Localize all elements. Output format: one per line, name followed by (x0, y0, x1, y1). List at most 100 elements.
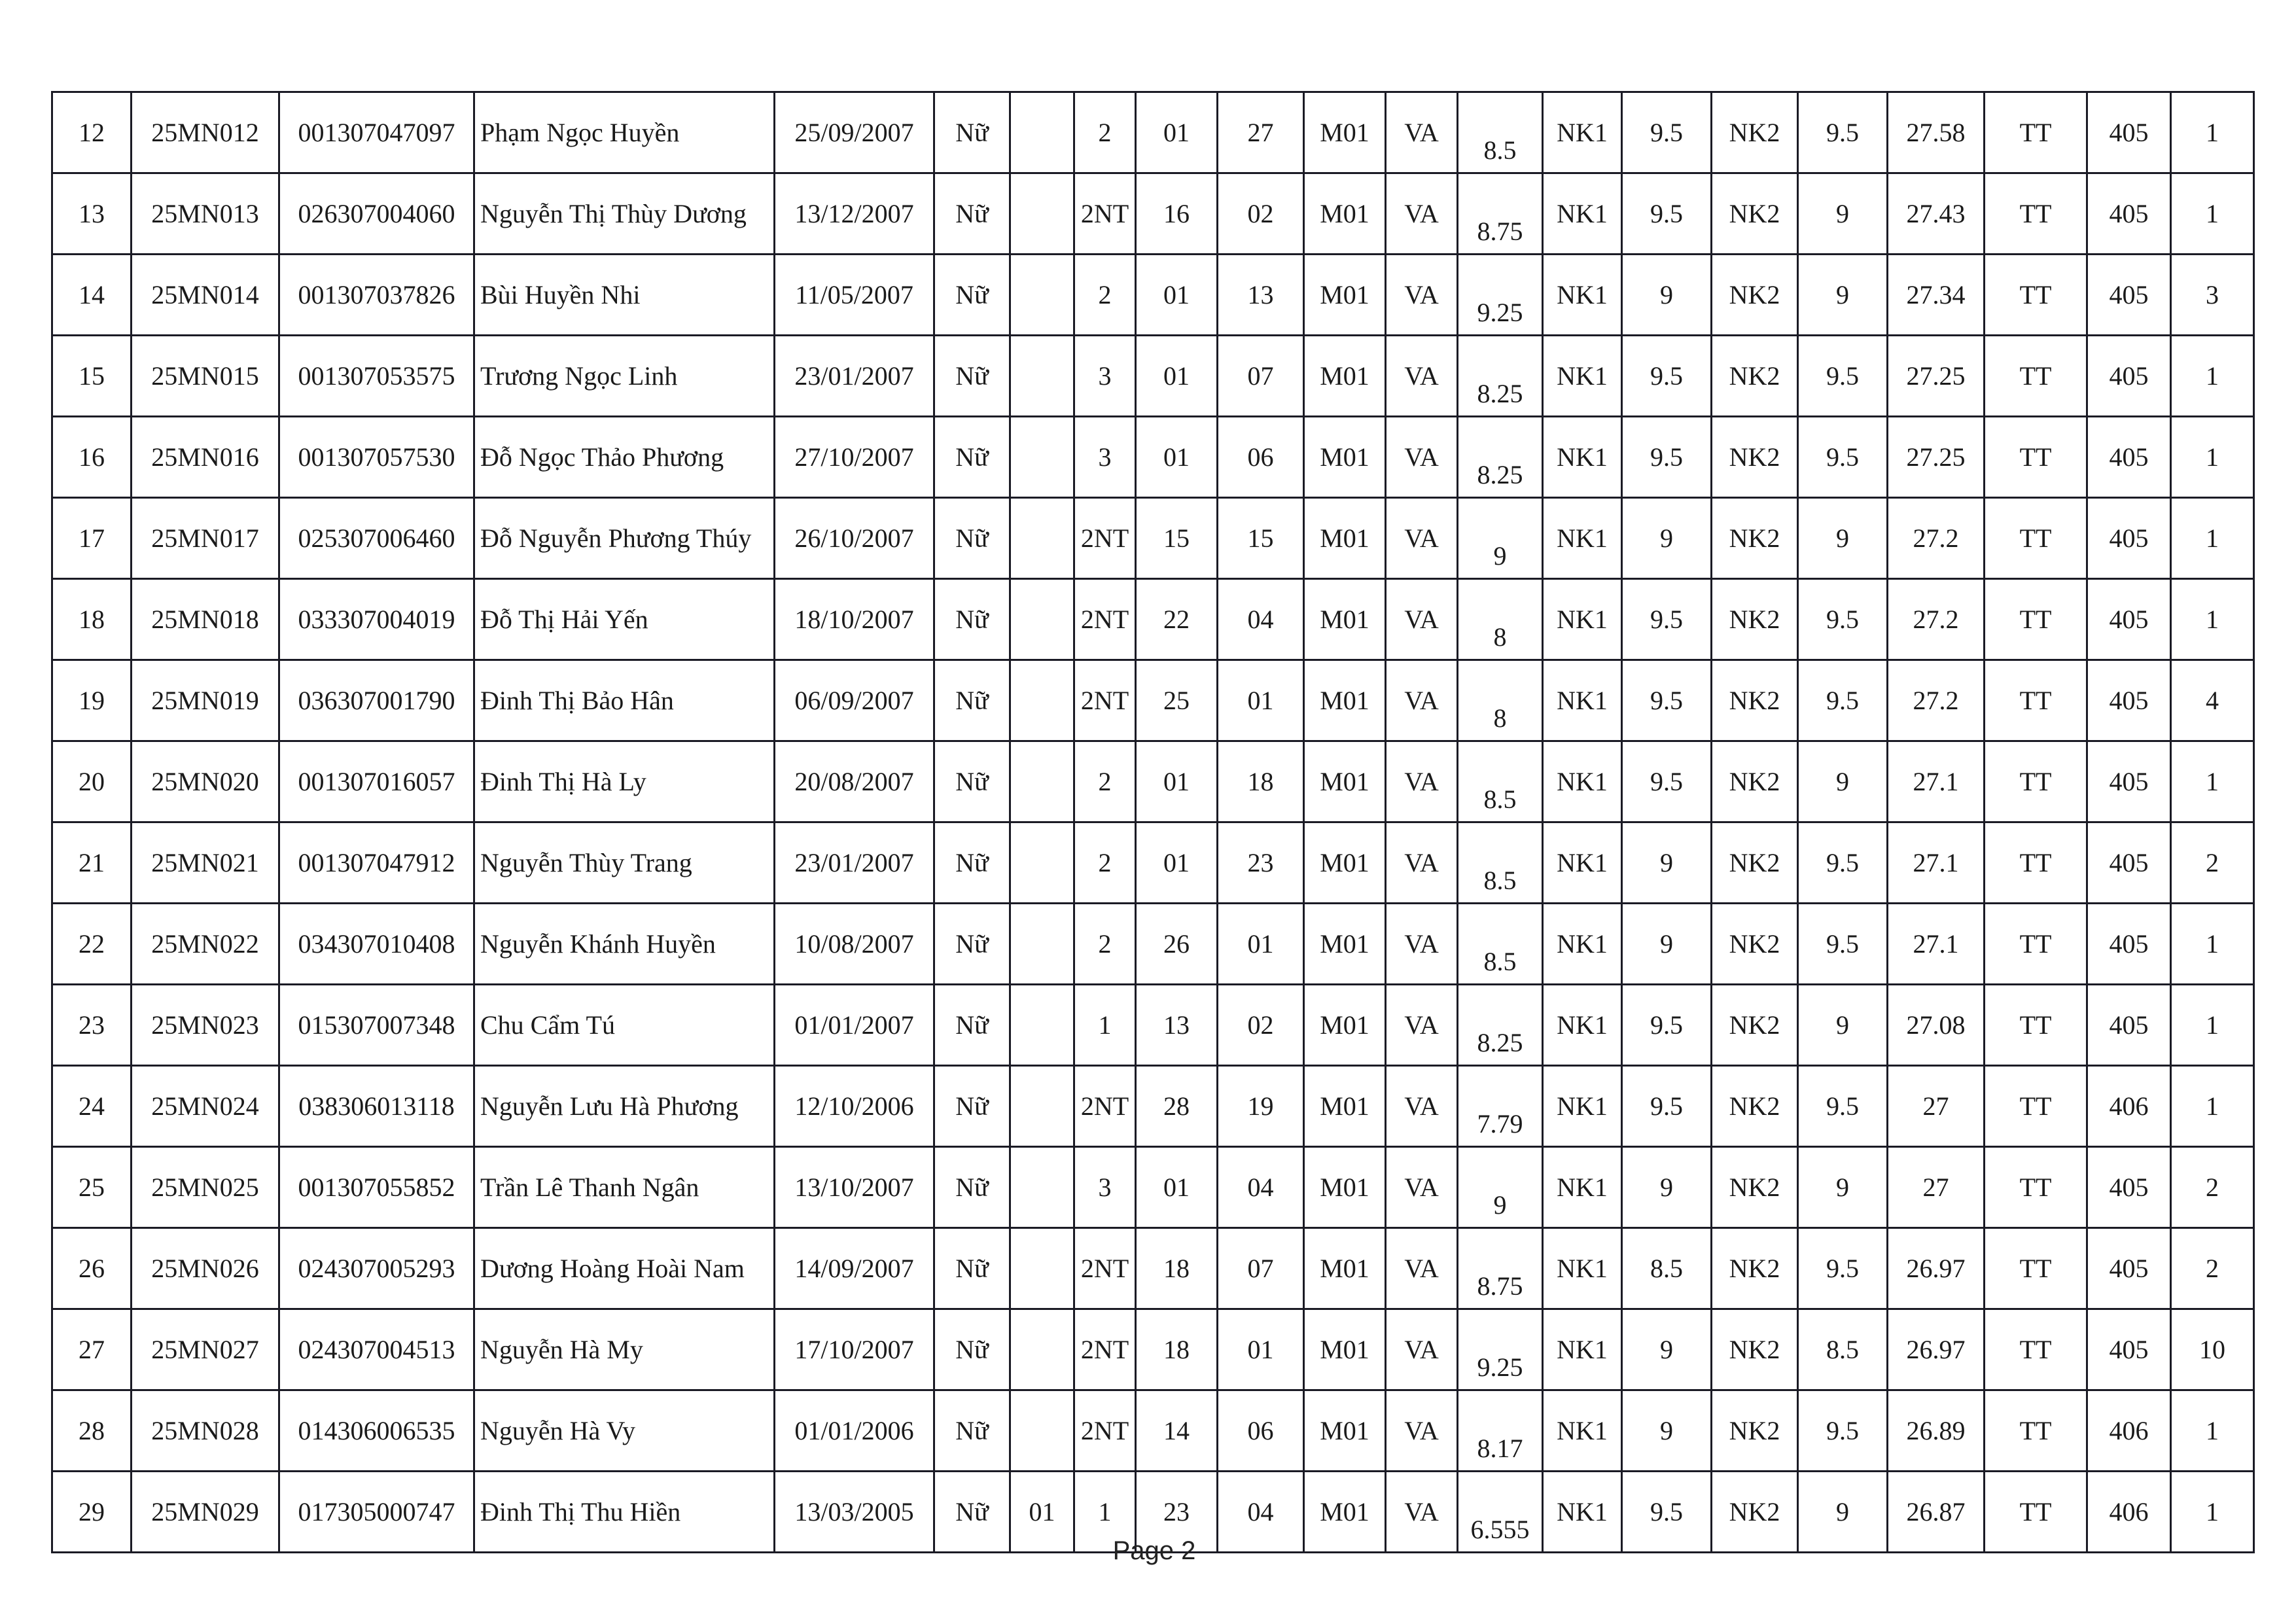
cell-gender: Nữ (933, 902, 1011, 985)
cell-preference-order: 2 (2170, 1227, 2255, 1310)
cell-birth-date: 14/09/2007 (773, 1227, 935, 1310)
cell-birth-date: 27/10/2007 (773, 415, 935, 499)
table-row: 28 25MN028 014306006535 Nguyễn Hà Vy 01/01/2… (51, 1389, 2255, 1472)
cell-subject-2: NK1 (1542, 740, 1623, 823)
cell-subject-2: NK1 (1542, 334, 1623, 417)
score-value: 9 (1493, 1190, 1507, 1220)
cell-major-code: 405 (2086, 821, 2172, 904)
cell-combination-code: M01 (1303, 821, 1386, 904)
cell-subject-3: NK2 (1710, 659, 1799, 742)
cell-priority-object (1009, 334, 1075, 417)
cell-subject-3-score: 9.5 (1797, 1389, 1888, 1472)
cell-status: TT (1983, 659, 2088, 742)
score-value: 8 (1493, 703, 1507, 733)
cell-candidate-code: 25MN022 (130, 902, 280, 985)
cell-region: 2NT (1073, 1389, 1137, 1472)
cell-subject-2-score: 9.5 (1621, 91, 1712, 174)
cell-subject-3-score: 9.5 (1797, 91, 1888, 174)
cell-school-code: 07 (1216, 1227, 1305, 1310)
cell-status: TT (1983, 172, 2088, 255)
cell-province-code: 01 (1135, 821, 1218, 904)
cell-full-name: Đỗ Thị Hải Yến (473, 578, 775, 661)
cell-major-code: 406 (2086, 1389, 2172, 1472)
cell-priority-object (1009, 172, 1075, 255)
cell-total-score: 27.1 (1886, 740, 1985, 823)
cell-subject-2-score: 9 (1621, 1308, 1712, 1391)
cell-status: TT (1983, 497, 2088, 580)
cell-full-name: Nguyễn Thị Thùy Dương (473, 172, 775, 255)
cell-gender: Nữ (933, 415, 1011, 499)
cell-id-number: 014306006535 (278, 1389, 475, 1472)
cell-combination-code: M01 (1303, 578, 1386, 661)
cell-stt: 12 (51, 91, 132, 174)
cell-preference-order: 1 (2170, 334, 2255, 417)
cell-full-name: Trần Lê Thanh Ngân (473, 1146, 775, 1229)
cell-subject-1: VA (1385, 578, 1458, 661)
cell-status: TT (1983, 1227, 2088, 1310)
cell-subject-2: NK1 (1542, 983, 1623, 1067)
cell-full-name: Nguyễn Hà My (473, 1308, 775, 1391)
cell-subject-3: NK2 (1710, 172, 1799, 255)
cell-subject-1-score: 8.25 (1457, 334, 1544, 417)
cell-major-code: 405 (2086, 253, 2172, 336)
cell-region: 2 (1073, 740, 1137, 823)
cell-stt: 20 (51, 740, 132, 823)
cell-stt: 28 (51, 1389, 132, 1472)
table-row: 27 25MN027 024307004513 Nguyễn Hà My 17/10/2… (51, 1308, 2255, 1391)
cell-school-code: 04 (1216, 578, 1305, 661)
cell-stt: 24 (51, 1065, 132, 1148)
cell-subject-1-score: 8.25 (1457, 415, 1544, 499)
cell-full-name: Nguyễn Thùy Trang (473, 821, 775, 904)
cell-preference-order: 2 (2170, 821, 2255, 904)
cell-subject-2: NK1 (1542, 91, 1623, 174)
cell-school-code: 02 (1216, 983, 1305, 1067)
cell-subject-1-score: 8.5 (1457, 91, 1544, 174)
cell-stt: 18 (51, 578, 132, 661)
cell-subject-1: VA (1385, 1146, 1458, 1229)
cell-preference-order: 2 (2170, 1146, 2255, 1229)
score-value: 8.25 (1477, 379, 1523, 408)
cell-region: 1 (1073, 983, 1137, 1067)
cell-total-score: 27.34 (1886, 253, 1985, 336)
score-value: 8.17 (1477, 1434, 1523, 1463)
cell-total-score: 26.97 (1886, 1227, 1985, 1310)
cell-candidate-code: 25MN018 (130, 578, 280, 661)
cell-gender: Nữ (933, 1389, 1011, 1472)
table-row: 26 25MN026 024307005293 Dương Hoàng Hoài Na… (51, 1227, 2255, 1310)
cell-subject-1-score: 9.25 (1457, 253, 1544, 336)
cell-candidate-code: 25MN017 (130, 497, 280, 580)
cell-province-code: 14 (1135, 1389, 1218, 1472)
cell-school-code: 27 (1216, 91, 1305, 174)
cell-subject-2-score: 9 (1621, 253, 1712, 336)
cell-subject-1-score: 8 (1457, 578, 1544, 661)
cell-subject-2-score: 9.5 (1621, 172, 1712, 255)
cell-subject-1-score: 8 (1457, 659, 1544, 742)
cell-id-number: 001307055852 (278, 1146, 475, 1229)
cell-subject-2: NK1 (1542, 415, 1623, 499)
cell-combination-code: M01 (1303, 659, 1386, 742)
cell-subject-1-score: 8.17 (1457, 1389, 1544, 1472)
score-value: 8.5 (1483, 785, 1517, 814)
cell-subject-2: NK1 (1542, 1389, 1623, 1472)
table-row: 12 25MN012 001307047097 Phạm Ngọc Huyền 25/0… (51, 91, 2255, 174)
cell-subject-2: NK1 (1542, 1146, 1623, 1229)
cell-combination-code: M01 (1303, 253, 1386, 336)
cell-candidate-code: 25MN016 (130, 415, 280, 499)
cell-subject-3: NK2 (1710, 334, 1799, 417)
cell-status: TT (1983, 1146, 2088, 1229)
cell-subject-2: NK1 (1542, 1227, 1623, 1310)
cell-subject-1-score: 9 (1457, 497, 1544, 580)
cell-school-code: 06 (1216, 1389, 1305, 1472)
table-row: 13 25MN013 026307004060 Nguyễn Thị Thùy Dươ… (51, 172, 2255, 255)
table-row: 17 25MN017 025307006460 Đỗ Nguyễn Phương Th… (51, 497, 2255, 580)
cell-stt: 27 (51, 1308, 132, 1391)
cell-subject-1: VA (1385, 1389, 1458, 1472)
cell-subject-3: NK2 (1710, 983, 1799, 1067)
cell-birth-date: 11/05/2007 (773, 253, 935, 336)
cell-full-name: Nguyễn Hà Vy (473, 1389, 775, 1472)
cell-gender: Nữ (933, 91, 1011, 174)
cell-combination-code: M01 (1303, 172, 1386, 255)
cell-subject-1-score: 8.5 (1457, 821, 1544, 904)
cell-subject-3-score: 9.5 (1797, 1227, 1888, 1310)
cell-status: TT (1983, 983, 2088, 1067)
